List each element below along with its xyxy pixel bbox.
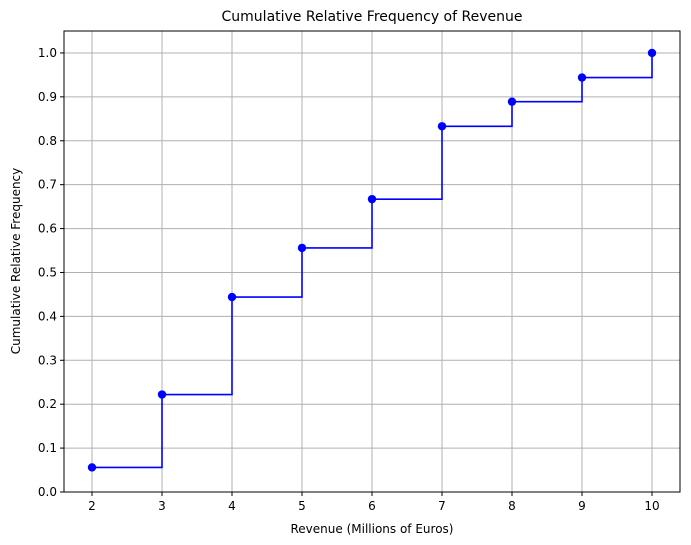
- x-axis-label: Revenue (Millions of Euros): [291, 522, 454, 536]
- data-point: [157, 390, 167, 399]
- x-tick-label: 10: [644, 499, 659, 513]
- y-tick-label: 0.4: [38, 309, 57, 323]
- x-axis-ticks: 2 3 4 5 6 7 8 9 10: [88, 492, 660, 513]
- data-point: [507, 97, 517, 106]
- x-tick-label: 6: [368, 499, 376, 513]
- chart-title: Cumulative Relative Frequency of Revenue: [222, 9, 523, 25]
- y-tick-label: 0.5: [38, 265, 57, 279]
- y-axis-label: Cumulative Relative Frequency: [9, 168, 23, 355]
- y-tick-label: 0.1: [38, 441, 57, 455]
- data-point: [297, 243, 307, 253]
- series-markers: [87, 48, 657, 472]
- y-tick-label: 0.9: [38, 90, 57, 104]
- grid: [64, 31, 680, 493]
- x-tick-label: 3: [158, 499, 166, 513]
- y-axis-ticks: 0.0 0.1 0.2 0.3 0.4 0.5 0.6 0.7 0.8 0.9 1.0: [38, 46, 64, 499]
- y-tick-label: 0.2: [38, 397, 57, 411]
- x-tick-label: 5: [298, 499, 306, 513]
- y-tick-label: 0.3: [38, 353, 57, 367]
- data-point: [577, 73, 587, 82]
- x-tick-label: 8: [508, 499, 516, 513]
- x-tick-label: 9: [578, 499, 586, 513]
- x-tick-label: 4: [228, 499, 236, 513]
- y-tick-label: 0.0: [38, 485, 57, 499]
- data-point: [87, 463, 97, 472]
- y-tick-label: 1.0: [38, 46, 57, 60]
- y-tick-label: 0.7: [38, 178, 57, 192]
- data-point: [227, 292, 237, 302]
- x-tick-label: 7: [438, 499, 446, 513]
- y-tick-label: 0.8: [38, 134, 57, 148]
- x-tick-label: 2: [88, 499, 96, 513]
- y-tick-label: 0.6: [38, 222, 57, 236]
- data-point: [367, 194, 377, 204]
- data-point: [437, 122, 447, 131]
- data-point: [647, 48, 657, 58]
